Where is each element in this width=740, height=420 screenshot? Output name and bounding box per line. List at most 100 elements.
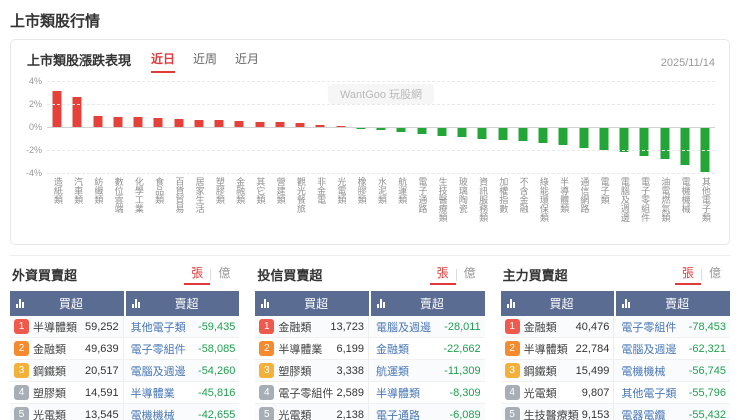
chart-bar[interactable] xyxy=(437,127,447,136)
sell-column-header[interactable]: 賣超 xyxy=(614,291,730,316)
sell-sector-link[interactable]: 電機機械 xyxy=(621,365,666,378)
chart-bar[interactable] xyxy=(457,127,467,137)
sell-cell: 電子零組件 -78,453 xyxy=(613,316,730,337)
period-tab-2[interactable]: 近月 xyxy=(235,52,260,66)
sell-sector-link[interactable]: 電機機械 xyxy=(130,409,175,420)
category-slot: 加權指數 xyxy=(493,177,513,243)
y-axis-label: -2% xyxy=(25,145,42,155)
chart-bar[interactable] xyxy=(376,127,386,131)
sell-sector-link[interactable]: 電腦及週邊 xyxy=(376,321,431,334)
category-label: 食品類 xyxy=(154,177,165,204)
sell-sector-link[interactable]: 其他電子類 xyxy=(621,387,677,400)
sell-sector-link[interactable]: 半導體業 xyxy=(130,387,175,400)
buy-column-header[interactable]: 買超 xyxy=(10,291,124,316)
chart-bar[interactable] xyxy=(336,125,346,127)
sell-sector-link[interactable]: 電子零組件 xyxy=(621,321,677,334)
period-tab-0[interactable]: 近日 xyxy=(151,50,176,73)
table-row: 4 電子零組件 2,589 半導體類 -8,309 xyxy=(255,382,485,404)
buy-sector-link[interactable]: 金融類 xyxy=(278,321,312,334)
chart-bar[interactable] xyxy=(214,120,224,127)
sell-sector-link[interactable]: 電子通路 xyxy=(376,409,420,420)
sell-sector-link[interactable]: 航運類 xyxy=(376,365,409,378)
chart-bar[interactable] xyxy=(498,127,508,140)
table-row: 4 光電類 9,807 其他電子類 -55,796 xyxy=(500,382,730,404)
unit-tab-sheets[interactable]: 張 xyxy=(184,264,211,285)
unit-tab-hundred-million[interactable]: 億 xyxy=(708,266,721,280)
buy-sector-link[interactable]: 塑膠類 xyxy=(278,365,312,378)
buy-column-label: 買超 xyxy=(304,297,329,311)
chart-bar[interactable] xyxy=(133,117,143,127)
category-slot: 不含金融 xyxy=(513,177,533,243)
sell-column-header[interactable]: 賣超 xyxy=(369,291,485,316)
bar-slot xyxy=(229,81,249,173)
bar-slot xyxy=(371,81,391,173)
period-tab-1[interactable]: 近周 xyxy=(193,52,218,66)
buy-column-header[interactable]: 買超 xyxy=(500,291,615,316)
buy-sector-link[interactable]: 半導體類 xyxy=(33,321,77,334)
buy-sector-link[interactable]: 金融類 xyxy=(523,321,557,334)
buy-sector-link[interactable]: 金融類 xyxy=(33,343,66,356)
chart-bar[interactable] xyxy=(518,127,528,141)
chart-bar[interactable] xyxy=(396,127,406,133)
chart-bar[interactable] xyxy=(234,121,244,127)
category-slot: 油電燃氣類 xyxy=(655,177,675,243)
buy-sector-link[interactable]: 半導體業 xyxy=(278,343,323,356)
chart-bar[interactable] xyxy=(579,127,589,148)
chart-bar[interactable] xyxy=(315,124,325,127)
chart-bar[interactable] xyxy=(113,116,123,127)
unit-tab-hundred-million[interactable]: 億 xyxy=(218,266,231,280)
chart-bar[interactable] xyxy=(275,122,285,127)
chart-bar[interactable] xyxy=(477,127,487,139)
chart-bar[interactable] xyxy=(255,121,265,127)
sell-sector-link[interactable]: 其他電子類 xyxy=(130,321,186,334)
chart-bar[interactable] xyxy=(93,115,103,127)
sell-sector-link[interactable]: 電腦及週邊 xyxy=(130,365,186,378)
sell-sector-link[interactable]: 電腦及週邊 xyxy=(621,343,677,356)
y-axis-label: -4% xyxy=(25,168,42,178)
buy-value: 9,153 xyxy=(581,408,610,420)
sell-sector-link[interactable]: 電子零組件 xyxy=(130,343,186,356)
buy-sector-link[interactable]: 鋼鐵類 xyxy=(33,365,66,378)
buy-column-header[interactable]: 買超 xyxy=(255,291,369,316)
chart-bar[interactable] xyxy=(599,127,609,150)
chart-bar[interactable] xyxy=(680,127,690,165)
chart-bar[interactable] xyxy=(194,119,204,127)
bar-slot xyxy=(290,81,310,173)
sell-column-header[interactable]: 賣超 xyxy=(123,291,240,316)
buy-sector-link[interactable]: 塑膠類 xyxy=(33,387,66,400)
chart-bar[interactable] xyxy=(295,122,305,127)
bar-slot xyxy=(493,81,513,173)
buy-sector-link[interactable]: 半導體類 xyxy=(523,343,568,356)
unit-tab-hundred-million[interactable]: 億 xyxy=(463,266,476,280)
sell-sector-link[interactable]: 半導體類 xyxy=(376,387,420,400)
category-slot: 電腦及週邊 xyxy=(614,177,634,243)
chart-bar[interactable] xyxy=(72,97,82,127)
buy-sector-link[interactable]: 光電類 xyxy=(33,409,66,420)
buy-sector-link[interactable]: 生技醫療類 xyxy=(523,409,579,420)
category-label: 紡織類 xyxy=(93,177,104,204)
chart-bar[interactable] xyxy=(538,127,548,144)
chart-bar[interactable] xyxy=(52,90,62,127)
chart-bar[interactable] xyxy=(660,127,670,160)
page-title: 上市類股行情 xyxy=(10,13,101,30)
chart-bar[interactable] xyxy=(619,127,629,153)
sell-sector-link[interactable]: 金融類 xyxy=(376,343,409,356)
buy-sector-link[interactable]: 電子零組件 xyxy=(278,387,334,400)
sell-sector-link[interactable]: 電器電纜 xyxy=(621,409,666,420)
buy-sector-link[interactable]: 光電類 xyxy=(523,387,557,400)
unit-tab-sheets[interactable]: 張 xyxy=(674,264,701,285)
buy-value: 2,138 xyxy=(336,408,364,420)
buy-sector-link[interactable]: 鋼鐵類 xyxy=(523,365,557,378)
chart-bar[interactable] xyxy=(417,127,427,134)
category-slot: 非金電 xyxy=(310,177,330,243)
unit-tab-sheets[interactable]: 張 xyxy=(429,264,456,285)
chart-bar[interactable] xyxy=(700,127,710,172)
chart-bar[interactable] xyxy=(153,117,163,127)
category-label: 化學工業 xyxy=(133,177,144,213)
buy-sector-link[interactable]: 光電類 xyxy=(278,409,312,420)
table-row: 1 半導體類 59,252 其他電子類 -59,435 xyxy=(10,316,240,338)
chart-bar[interactable] xyxy=(558,127,568,146)
chart-bar[interactable] xyxy=(639,127,649,156)
chart-bar[interactable] xyxy=(174,118,184,127)
category-slot: 塑膠類 xyxy=(209,177,229,243)
